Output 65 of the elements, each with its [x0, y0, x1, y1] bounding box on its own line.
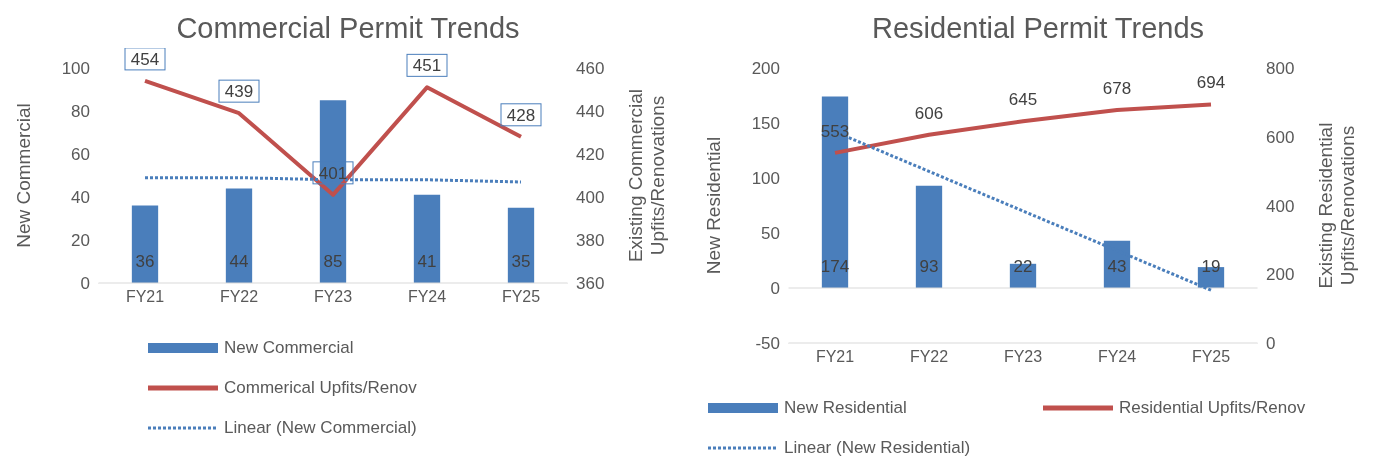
legend-label: Commerical Upfits/Renov: [224, 378, 417, 398]
y-tick-label: 100: [61, 59, 90, 79]
legend-label: New Residential: [784, 398, 907, 418]
y-axis-title: New Residential: [703, 136, 724, 275]
y-tick-label: 60: [71, 145, 90, 165]
bar: [507, 207, 535, 283]
data-label: 606: [914, 103, 944, 123]
data-label: 43: [1107, 257, 1127, 276]
y2-tick-label: 400: [576, 188, 605, 208]
y-tick-label: 100: [751, 169, 780, 189]
data-label: 85: [323, 252, 343, 271]
y-tick-label: 0: [80, 274, 90, 294]
data-label: 41: [417, 252, 437, 271]
chart-title: Residential Permit Trends: [871, 11, 1205, 46]
data-label: 678: [1102, 78, 1132, 98]
data-label: 35: [511, 252, 531, 271]
legend-label: Linear (New Commercial): [224, 418, 417, 438]
y2-axis-title: Existing Residential Upfits/Renovations: [1315, 122, 1358, 289]
data-label: 36: [135, 252, 155, 271]
x-tick-label: FY22: [909, 348, 949, 366]
y-tick-label: 200: [751, 59, 780, 79]
x-tick-label: FY24: [407, 288, 447, 306]
y-tick-label: 150: [751, 114, 780, 134]
x-tick-label: FY23: [313, 288, 353, 306]
x-tick-label: FY23: [1003, 348, 1043, 366]
data-label: 451: [412, 56, 442, 76]
bar: [131, 205, 159, 283]
x-tick-label: FY25: [1191, 348, 1231, 366]
y-tick-label: 80: [71, 102, 90, 122]
x-tick-label: FY24: [1097, 348, 1137, 366]
bar: [413, 194, 441, 283]
y-axis-title: New Commercial: [13, 103, 34, 248]
y2-tick-label: 800: [1266, 59, 1295, 79]
y2-tick-label: 360: [576, 274, 605, 294]
data-label: 428: [506, 105, 536, 125]
data-label: 454: [130, 49, 160, 69]
y-tick-label: 20: [71, 231, 90, 251]
y2-tick-label: 380: [576, 231, 605, 251]
x-tick-label: FY21: [815, 348, 855, 366]
data-label: 439: [224, 82, 254, 102]
x-tick-label: FY21: [125, 288, 165, 306]
y2-tick-label: 440: [576, 102, 605, 122]
y-tick-label: 40: [71, 188, 90, 208]
y-tick-label: -50: [755, 334, 780, 354]
y-tick-label: 50: [761, 224, 780, 244]
legend-label: New Commercial: [224, 338, 354, 358]
y2-tick-label: 420: [576, 145, 605, 165]
bar: [915, 185, 943, 288]
legend-label: Residential Upfits/Renov: [1119, 398, 1306, 418]
y2-tick-label: 0: [1266, 334, 1276, 354]
y2-tick-label: 200: [1266, 265, 1295, 285]
x-tick-label: FY22: [219, 288, 259, 306]
y2-axis-title: Existing Commercial Upfits/Renovations: [625, 88, 668, 263]
data-label: 93: [919, 257, 939, 276]
x-tick-label: FY25: [501, 288, 541, 306]
data-label: 694: [1196, 73, 1226, 93]
chart-title: Commercial Permit Trends: [175, 11, 521, 46]
legend-label: Linear (New Residential): [784, 438, 971, 458]
y-tick-label: 0: [770, 279, 780, 299]
y2-tick-label: 460: [576, 59, 605, 79]
data-label: 44: [229, 252, 249, 271]
bar: [225, 188, 253, 283]
y2-tick-label: 400: [1266, 196, 1295, 216]
data-label: 645: [1008, 90, 1038, 110]
y2-tick-label: 600: [1266, 127, 1295, 147]
